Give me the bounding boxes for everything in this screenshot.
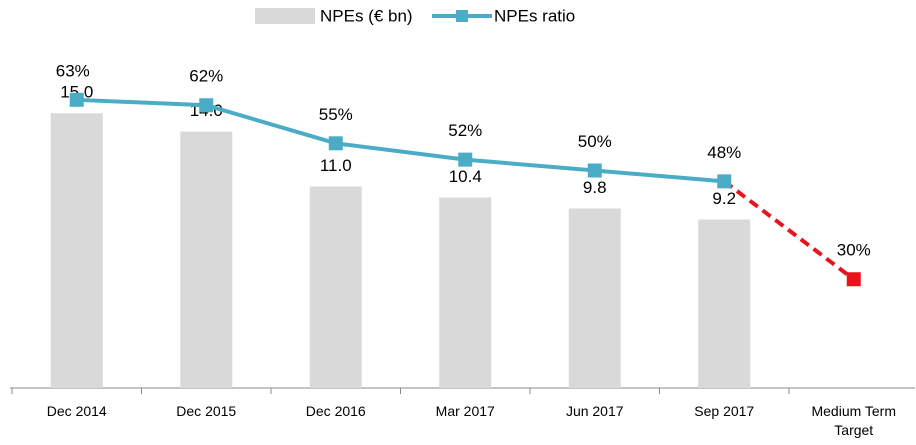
projection-line bbox=[723, 179, 855, 281]
line-marker bbox=[328, 136, 343, 151]
x-tick-label: Dec 2014 bbox=[46, 403, 107, 419]
x-tick-label: Jun 2017 bbox=[565, 403, 624, 419]
bar-value-label: 11.0 bbox=[320, 156, 352, 175]
bar-value-label: 9.2 bbox=[712, 189, 736, 208]
bar-value-label: 10.4 bbox=[449, 167, 482, 186]
line-value-label: 52% bbox=[448, 121, 482, 140]
line-marker bbox=[199, 98, 214, 113]
bar bbox=[180, 131, 233, 388]
line-value-label: 63% bbox=[56, 61, 90, 80]
bar bbox=[439, 197, 492, 388]
bar bbox=[309, 186, 362, 388]
x-tick-label: Sep 2017 bbox=[694, 403, 755, 419]
line-value-label: 48% bbox=[707, 143, 741, 162]
bar bbox=[568, 208, 621, 388]
x-tick-label: Dec 2016 bbox=[305, 403, 366, 419]
line-marker bbox=[458, 152, 473, 167]
x-tick-label: Dec 2015 bbox=[176, 403, 237, 419]
bar bbox=[698, 219, 751, 388]
bar-value-label: 9.8 bbox=[583, 178, 607, 197]
line bbox=[76, 97, 725, 184]
line-marker bbox=[69, 92, 84, 107]
legend-label: NPEs ratio bbox=[494, 6, 575, 25]
legend-label: NPEs (€ bn) bbox=[320, 6, 413, 25]
line-value-label: 50% bbox=[578, 132, 612, 151]
x-tick-label: Mar 2017 bbox=[435, 403, 495, 419]
legend-swatch bbox=[255, 8, 315, 24]
line-marker bbox=[717, 174, 732, 189]
line-value-label: 62% bbox=[189, 67, 223, 86]
line-marker bbox=[587, 163, 602, 178]
line-value-label: 30% bbox=[837, 241, 871, 260]
x-tick-label: Medium Term Target bbox=[811, 403, 897, 438]
bar bbox=[50, 113, 103, 389]
line-value-label: 55% bbox=[319, 105, 353, 124]
line-marker bbox=[846, 272, 861, 287]
legend-marker bbox=[456, 10, 468, 22]
bar-value-label: 15.0 bbox=[60, 83, 93, 102]
